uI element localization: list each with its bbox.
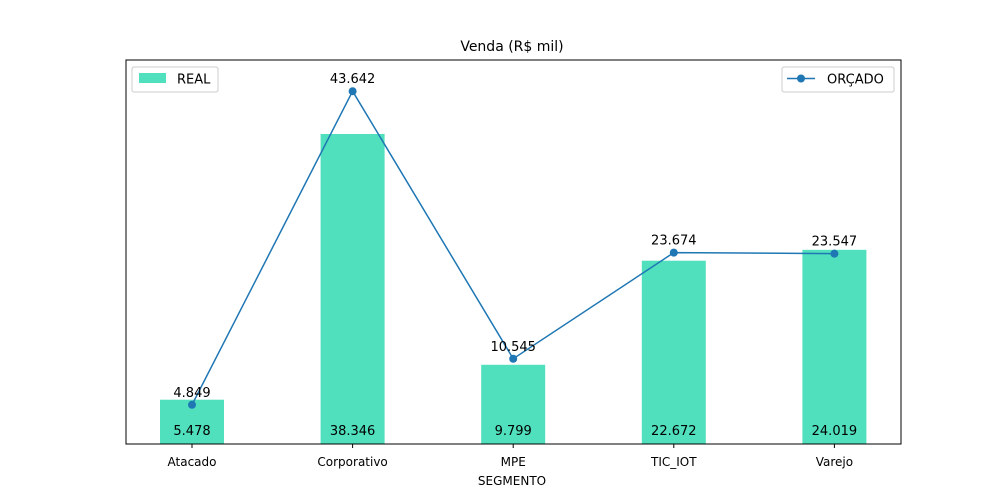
bar-tic-iot[interactable] [641,260,706,444]
legend-orcado-label: ORÇADO [827,73,884,88]
labels-layer: 4.849 43.642 10.545 23.674 23.547 5.478 38.346… [173,72,857,439]
real-value-label: 22.672 [651,424,697,439]
orcado-point-atacado[interactable] [188,400,196,409]
bars-layer [160,134,867,444]
orcado-point-mpe[interactable] [509,354,518,363]
real-value-label: 9.799 [495,424,532,439]
orcado-value-label: 10.545 [490,340,536,355]
x-tick-label: MPE [501,455,526,469]
orcado-value-label: 23.674 [651,234,697,249]
legend-real-swatch [139,73,166,83]
x-tick-label: Atacado [168,455,217,469]
line-layer [188,87,839,409]
legend-orcado-box [781,66,895,93]
real-value-label: 5.478 [173,424,210,439]
x-axis-label: SEGMENTO [478,474,546,488]
orcado-value-label: 43.642 [330,72,376,87]
orcado-value-label: 23.547 [812,235,858,250]
bar-varejo[interactable] [802,249,867,444]
x-axis: Atacado Corporativo MPE TIC_IOT Varejo [168,444,853,469]
legend-orcado[interactable]: ORÇADO [781,66,895,93]
orcado-value-label: 4.849 [173,386,210,401]
orcado-point-corporativo[interactable] [348,87,357,96]
real-value-label: 24.019 [812,424,858,439]
x-tick-label: Varejo [816,455,853,469]
x-tick-label: Corporativo [317,455,387,469]
bar-corporativo[interactable] [320,134,385,444]
orcado-point-varejo[interactable] [830,249,839,258]
legend-real[interactable]: REAL [131,66,219,93]
legend-real-label: REAL [177,73,211,88]
orcado-point-tic-iot[interactable] [669,248,678,257]
legend-orcado-marker [797,74,805,83]
x-tick-label: TIC_IOT [650,455,697,469]
chart-title: Venda (R$ mil) [460,39,563,55]
real-value-label: 38.346 [330,424,376,439]
bar-mpe[interactable] [481,364,546,444]
